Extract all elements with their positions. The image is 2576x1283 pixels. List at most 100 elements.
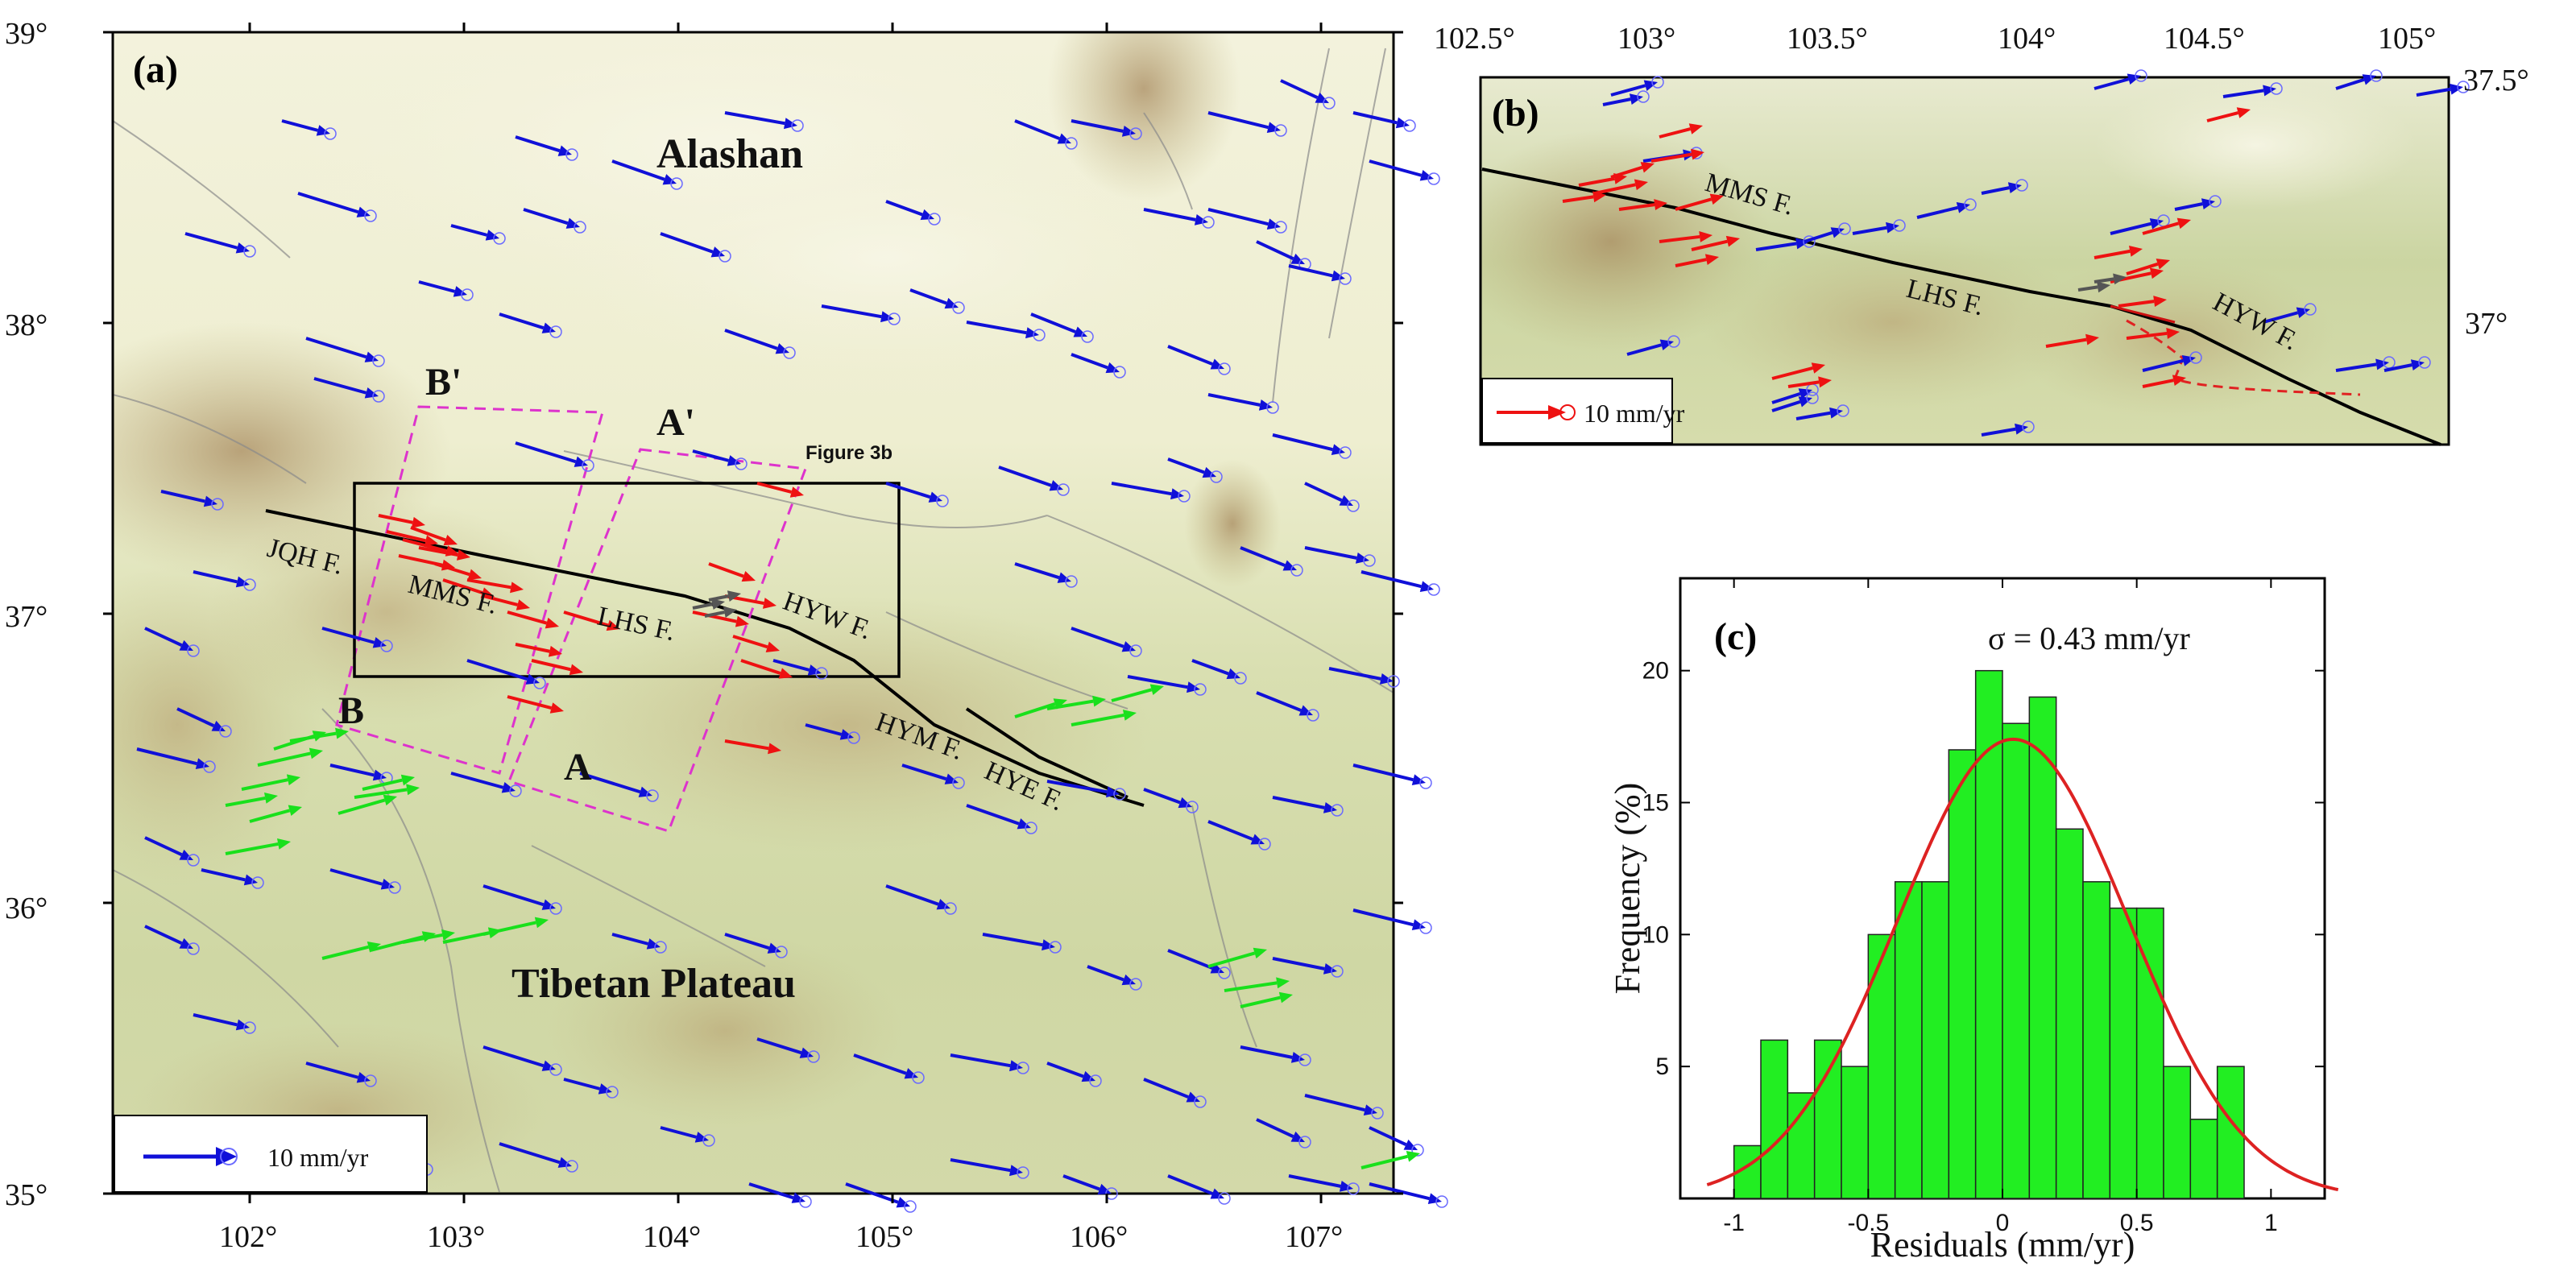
velocity-arrow-head xyxy=(534,917,549,929)
error-ellipse xyxy=(944,902,957,915)
velocity-arrow-shaft xyxy=(193,570,238,584)
velocity-arrow-head xyxy=(485,230,499,241)
panel-b-lat-label-37: 37° xyxy=(2465,307,2508,341)
error-ellipse xyxy=(1234,672,1247,685)
histogram-bar xyxy=(2109,907,2138,1199)
velocity-arrow-shaft xyxy=(1369,1182,1430,1201)
velocity-arrow-shaft xyxy=(1352,764,1414,782)
velocity-arrow-head xyxy=(1886,221,1899,234)
velocity-arrow-head xyxy=(179,937,193,949)
velocity-arrow-head xyxy=(896,1197,910,1208)
velocity-arrow-head xyxy=(2450,83,2463,95)
velocity-arrow-head xyxy=(372,637,387,648)
velocity-arrow-head xyxy=(309,747,323,759)
velocity-arrow-shaft xyxy=(1771,366,1814,380)
error-ellipse xyxy=(1049,941,1062,954)
velocity-arrow-head xyxy=(775,343,789,354)
error-ellipse xyxy=(1806,391,1819,404)
error-ellipse xyxy=(719,250,731,263)
velocity-arrow-head xyxy=(1282,560,1297,571)
velocity-arrow-shaft xyxy=(732,635,768,649)
velocity-arrow-head xyxy=(2375,358,2389,370)
error-ellipse xyxy=(2270,82,2283,95)
error-ellipse xyxy=(1331,804,1344,817)
velocity-arrow-head xyxy=(525,673,540,685)
velocity-arrow-shaft xyxy=(338,798,386,815)
error-ellipse xyxy=(243,578,256,591)
velocity-arrow-shaft xyxy=(1626,343,1663,356)
velocity-arrow-shaft xyxy=(1014,119,1060,140)
error-ellipse xyxy=(565,1160,578,1173)
velocity-arrow-shaft xyxy=(2094,277,2114,284)
velocity-arrow-shaft xyxy=(1167,949,1213,970)
lat-label-36: 36° xyxy=(5,892,48,925)
velocity-arrow-shaft xyxy=(2126,331,2168,340)
velocity-arrow-head xyxy=(1250,834,1265,845)
velocity-arrow-head xyxy=(2113,273,2127,285)
velocity-arrow-shaft xyxy=(845,1182,899,1204)
velocity-arrow-shaft xyxy=(1562,195,1594,203)
velocity-arrow-shaft xyxy=(885,200,923,217)
velocity-arrow-shaft xyxy=(611,933,649,946)
velocity-arrow-head xyxy=(276,838,291,850)
error-ellipse xyxy=(1017,1062,1029,1074)
error-ellipse xyxy=(670,177,683,190)
velocity-arrow-head xyxy=(2263,85,2276,97)
velocity-arrow-shaft xyxy=(442,931,490,944)
velocity-arrow-shaft xyxy=(1675,197,1713,211)
histogram-ylabel: Frequency (%) xyxy=(1608,783,1647,995)
velocity-arrow-head xyxy=(1363,1104,1377,1116)
error-ellipse xyxy=(1419,776,1432,789)
error-ellipse xyxy=(549,325,562,338)
velocity-arrow-head xyxy=(1298,705,1313,716)
velocity-arrow-shaft xyxy=(1288,264,1333,278)
sigma-annotation: σ = 0.43 mm/yr xyxy=(1988,620,2190,656)
velocity-arrow-shaft xyxy=(2335,77,2365,90)
velocity-arrow-shaft xyxy=(2094,77,2130,90)
velocity-arrow-head xyxy=(1210,358,1224,370)
velocity-arrow-head xyxy=(944,297,959,309)
profile-label-b-prime: B' xyxy=(425,361,462,404)
velocity-vectors xyxy=(136,79,1448,1213)
panel-b-lon-label-105: 105° xyxy=(2378,22,2436,56)
velocity-arrow-shaft xyxy=(257,751,311,767)
velocity-arrow-shaft xyxy=(1207,111,1269,130)
velocity-arrow-shaft xyxy=(362,778,403,791)
velocity-arrow-head xyxy=(453,286,467,297)
velocity-arrow-head xyxy=(2129,246,2143,257)
velocity-arrow-shaft xyxy=(1304,1094,1365,1112)
velocity-arrow-shaft xyxy=(1602,97,1631,106)
velocity-arrow-head xyxy=(2172,375,2186,387)
velocity-arrow-head xyxy=(1187,681,1200,693)
velocity-arrow-shaft xyxy=(1046,780,1108,794)
velocity-arrow-shaft xyxy=(1207,393,1261,407)
velocity-arrow-shaft xyxy=(1167,457,1205,474)
velocity-arrow-head xyxy=(1339,1180,1353,1192)
velocity-arrow-head xyxy=(2015,423,2028,435)
profile-boxes xyxy=(335,405,808,833)
velocity-arrow-head xyxy=(1073,326,1087,337)
velocity-arrow-head xyxy=(904,1068,918,1079)
error-ellipse xyxy=(1113,788,1126,801)
velocity-arrow-shaft xyxy=(1071,713,1124,726)
velocity-arrow-shaft xyxy=(998,466,1052,487)
velocity-arrow-head xyxy=(1629,93,1643,106)
velocity-arrow-head xyxy=(920,209,934,221)
velocity-arrow-shaft xyxy=(1272,796,1325,809)
velocity-arrow-shaft xyxy=(1691,239,1728,251)
velocity-arrow-shaft xyxy=(1981,186,2010,195)
error-ellipse xyxy=(1339,272,1352,285)
velocity-arrow-head xyxy=(235,576,250,588)
error-ellipse xyxy=(1210,470,1223,483)
error-ellipse xyxy=(211,498,224,511)
velocity-arrow-shaft xyxy=(450,224,488,237)
velocity-arrow-shaft xyxy=(466,578,511,590)
velocity-arrow-head xyxy=(456,549,470,561)
velocity-arrow-shaft xyxy=(313,377,367,395)
velocity-arrow-head xyxy=(179,639,193,651)
error-ellipse xyxy=(565,148,578,161)
velocity-arrow-shaft xyxy=(724,739,769,751)
velocity-arrow-head xyxy=(762,598,777,609)
velocity-arrow-shaft xyxy=(418,546,458,557)
